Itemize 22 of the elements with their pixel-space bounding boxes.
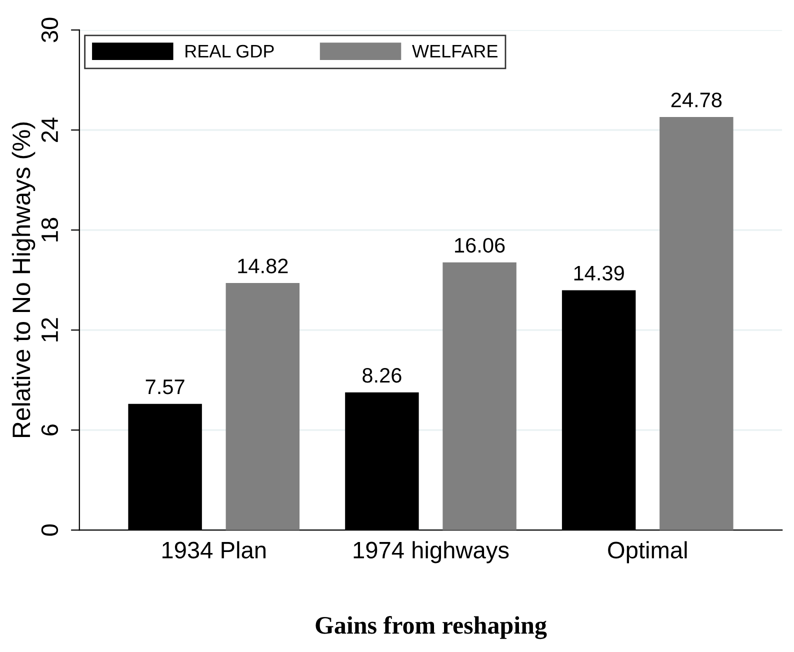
y-tick-label: 18 [41, 218, 58, 242]
legend-label: REAL GDP [186, 44, 274, 58]
x-tick-label: 1974 highways [354, 541, 509, 564]
y-axis-title: Relative to No Highways (%) [12, 122, 36, 438]
legend-label: WELFARE [412, 45, 498, 58]
x-axis-title: Gains from reshaping [316, 616, 547, 640]
data-label: 7.57 [146, 380, 184, 394]
data-label: 14.39 [574, 266, 624, 281]
y-tick-label: 24 [41, 118, 58, 142]
data-label: 16.06 [455, 238, 505, 253]
y-tick-label: 12 [41, 318, 58, 342]
x-tick-label: Optimal [608, 541, 687, 564]
data-label: 24.78 [671, 92, 722, 108]
y-tick-label: 0 [41, 524, 58, 536]
bar [660, 117, 734, 530]
data-label: 14.82 [238, 258, 288, 274]
bar [442, 262, 516, 530]
y-tick-label: 6 [41, 424, 58, 436]
y-tick-label: 30 [41, 18, 58, 42]
bar [226, 283, 300, 530]
data-label: 8.26 [362, 368, 402, 383]
x-tick-label: 1934 Plan [162, 541, 266, 559]
